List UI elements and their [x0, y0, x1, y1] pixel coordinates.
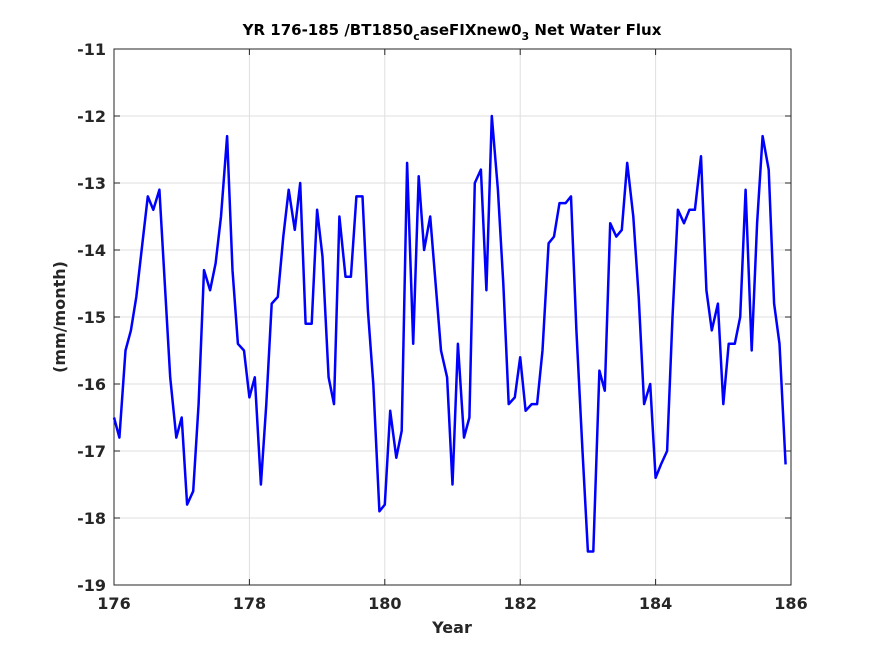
y-tick-label: -17	[77, 442, 106, 461]
y-tick-label: -12	[77, 107, 106, 126]
title-main: YR 176-185 /BT1850	[242, 21, 414, 39]
y-tick-label: -13	[77, 174, 106, 193]
series-line	[112, 114, 787, 553]
x-tick-label: 184	[639, 594, 672, 613]
y-tick-label: -14	[77, 241, 106, 260]
x-axis-label: Year	[431, 618, 472, 637]
title-mid: aseFIXnew0	[420, 21, 522, 39]
y-tick-label: -16	[77, 375, 106, 394]
y-axis-label: (mm/month)	[50, 261, 69, 373]
axis-ticks	[113, 48, 792, 586]
x-tick-label: 186	[774, 594, 807, 613]
y-tick-labels: -11 -12 -13 -14 -15 -16 -17 -18 -19	[77, 40, 106, 595]
chart-title: YR 176-185 /BT1850caseFIXnew03 Net Water…	[242, 21, 662, 43]
y-tick-label: -19	[77, 576, 106, 595]
x-tick-label: 178	[233, 594, 266, 613]
y-tick-label: -11	[77, 40, 106, 59]
grid-lines	[113, 48, 792, 586]
x-tick-label: 182	[503, 594, 536, 613]
x-tick-label: 176	[97, 594, 130, 613]
title-subscript-2: 3	[522, 30, 530, 43]
x-tick-labels: 176 178 180 182 184 186	[97, 594, 807, 613]
x-tick-label: 180	[368, 594, 401, 613]
y-tick-label: -15	[77, 308, 106, 327]
title-subscript-1: c	[413, 30, 420, 43]
y-tick-label: -18	[77, 509, 106, 528]
title-tail: Net Water Flux	[529, 21, 662, 39]
